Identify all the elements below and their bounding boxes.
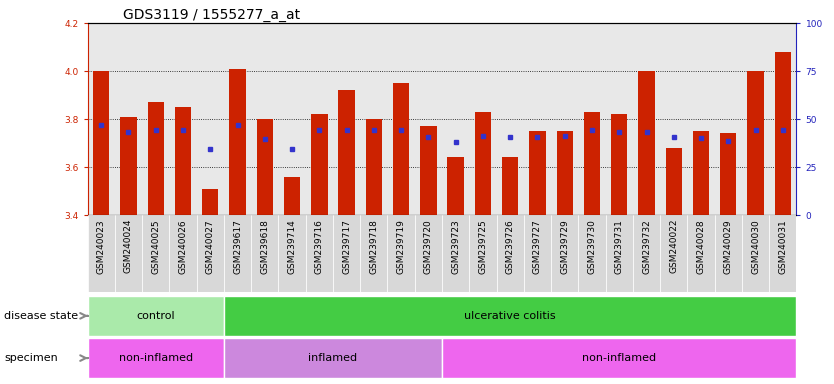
Bar (115, 215, 142, 292)
Text: GSM240029: GSM240029 (724, 219, 733, 273)
Bar (633, 215, 661, 292)
Text: GSM240024: GSM240024 (124, 219, 133, 273)
Bar (148, 102, 164, 215)
Text: GSM239716: GSM239716 (314, 219, 324, 274)
Text: GSM240030: GSM240030 (751, 219, 760, 274)
Bar (687, 215, 715, 292)
Text: GSM239618: GSM239618 (260, 219, 269, 274)
Bar (224, 296, 796, 336)
Text: ulcerative colitis: ulcerative colitis (465, 311, 556, 321)
Text: specimen: specimen (4, 353, 58, 363)
Bar (88, 338, 224, 378)
Bar (584, 112, 600, 215)
Text: GDS3119 / 1555277_a_at: GDS3119 / 1555277_a_at (123, 8, 300, 22)
Bar (578, 215, 605, 292)
Bar (420, 126, 436, 215)
Text: GSM239727: GSM239727 (533, 219, 542, 274)
Bar (611, 114, 627, 215)
Bar (720, 133, 736, 215)
Text: GSM240027: GSM240027 (206, 219, 215, 273)
Bar (605, 215, 633, 292)
Bar (442, 338, 796, 378)
Text: GSM239718: GSM239718 (369, 219, 379, 274)
Bar (251, 215, 279, 292)
Text: disease state: disease state (4, 311, 78, 321)
Text: GSM240022: GSM240022 (669, 219, 678, 273)
Bar (666, 148, 682, 215)
Text: GSM239719: GSM239719 (397, 219, 405, 274)
Text: GSM240028: GSM240028 (696, 219, 706, 273)
Bar (414, 215, 442, 292)
Text: GSM239730: GSM239730 (587, 219, 596, 274)
Text: control: control (137, 311, 175, 321)
Bar (88, 296, 224, 336)
Bar (360, 215, 388, 292)
Bar (169, 215, 197, 292)
Text: inflamed: inflamed (309, 353, 358, 363)
Bar (661, 215, 687, 292)
Text: GSM239725: GSM239725 (479, 219, 487, 274)
Bar (388, 215, 414, 292)
Text: GSM239717: GSM239717 (342, 219, 351, 274)
Bar (284, 177, 300, 215)
Bar (448, 157, 464, 215)
Bar (279, 215, 306, 292)
Bar (88, 215, 115, 292)
Bar (224, 338, 442, 378)
Bar (775, 52, 791, 215)
Bar (747, 71, 764, 215)
Text: GSM240026: GSM240026 (178, 219, 188, 273)
Bar (311, 114, 328, 215)
Text: GSM240023: GSM240023 (97, 219, 106, 273)
Bar (224, 215, 251, 292)
Bar (93, 71, 109, 215)
Bar (638, 71, 655, 215)
Bar (524, 215, 551, 292)
Text: GSM239729: GSM239729 (560, 219, 570, 274)
Bar (365, 119, 382, 215)
Bar (339, 90, 354, 215)
Text: GSM239723: GSM239723 (451, 219, 460, 274)
Text: GSM239731: GSM239731 (615, 219, 624, 274)
Bar (202, 189, 219, 215)
Bar (442, 215, 470, 292)
Bar (715, 215, 742, 292)
Bar (502, 157, 519, 215)
Bar (769, 215, 796, 292)
Bar (142, 215, 169, 292)
Bar (175, 107, 191, 215)
Bar (475, 112, 491, 215)
Text: GSM240025: GSM240025 (151, 219, 160, 273)
Bar (742, 215, 769, 292)
Bar (556, 131, 573, 215)
Text: non-inflamed: non-inflamed (582, 353, 656, 363)
Bar (530, 131, 545, 215)
Bar (257, 119, 273, 215)
Text: GSM239617: GSM239617 (233, 219, 242, 274)
Text: GSM240031: GSM240031 (778, 219, 787, 274)
Bar (496, 215, 524, 292)
Bar (120, 117, 137, 215)
Text: GSM239720: GSM239720 (424, 219, 433, 274)
Bar (551, 215, 578, 292)
Text: non-inflamed: non-inflamed (118, 353, 193, 363)
Bar (393, 83, 409, 215)
Bar (306, 215, 333, 292)
Bar (197, 215, 224, 292)
Bar (693, 131, 709, 215)
Text: GSM239732: GSM239732 (642, 219, 651, 274)
Text: GSM239726: GSM239726 (505, 219, 515, 274)
Text: GSM239714: GSM239714 (288, 219, 297, 274)
Bar (470, 215, 496, 292)
Bar (229, 69, 246, 215)
Bar (333, 215, 360, 292)
